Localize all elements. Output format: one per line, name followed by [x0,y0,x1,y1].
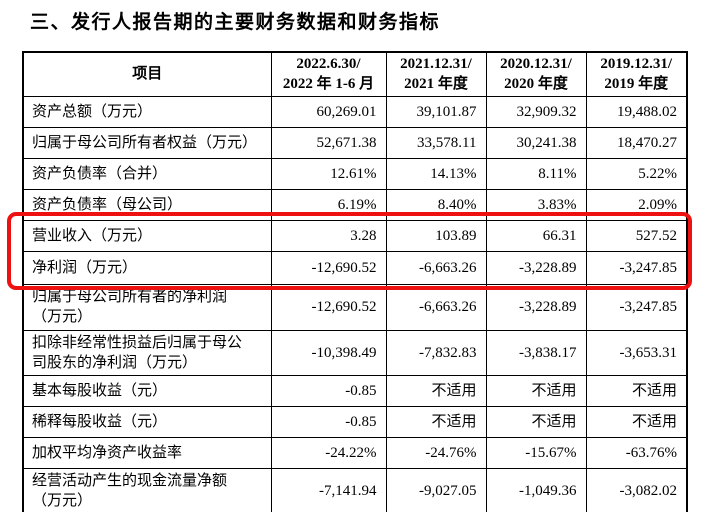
cell-value: -10,398.49 [270,329,387,376]
cell-value: -3,228.89 [485,283,587,331]
row-label: 加权平均净资产收益率 [22,436,272,469]
cell-value: 8.40% [385,188,487,221]
cell-value: -63.76% [585,436,688,469]
cell-value: 60,269.01 [270,95,387,128]
cell-value: 14.13% [385,157,487,190]
page-title: 三、发行人报告期的主要财务数据和财务指标 [30,12,441,33]
cell-value: -6,663.26 [385,283,487,331]
cell-value: -7,832.83 [385,329,487,376]
cell-value: 3.28 [270,219,387,252]
row-label: 资产负债率（合并） [22,157,272,190]
column-header-line1: 2021.12.31/ [400,56,472,73]
row-label: 归属于母公司所有者的净利润 （万元） [22,283,272,331]
row-label: 资产负债率（母公司） [22,188,272,221]
table-row-debt-ratio-parent: 资产负债率（母公司） 6.19% 8.40% 3.83% 2.09% [22,188,688,221]
column-header-line1: 2020.12.31/ [500,56,572,73]
column-header-2019: 2019.12.31/ 2019 年度 [585,51,688,97]
cell-value: -6,663.26 [385,250,487,285]
column-header-line1: 2022.6.30/ [296,56,361,73]
cell-value: 不适用 [585,374,688,407]
column-header-line2: 2022 年 1-6 月 [282,76,375,93]
cell-value: -3,247.85 [585,250,688,285]
table-row-debt-ratio-consolidated: 资产负债率（合并） 12.61% 14.13% 8.11% 5.22% [22,157,688,190]
cell-value: 3.83% [485,188,587,221]
row-label: 稀释每股收益（元） [22,405,272,438]
cell-value: 52,671.38 [270,126,387,159]
cell-value: 30,241.38 [485,126,587,159]
cell-value: 19,488.02 [585,95,688,128]
column-header-line1: 项目 [132,66,163,83]
column-header-item: 项目 [22,51,272,97]
cell-value: 39,101.87 [385,95,487,128]
cell-value: 8.11% [485,157,587,190]
column-header-line2: 2021 年度 [404,76,468,93]
cell-value: 6.19% [270,188,387,221]
column-header-line1: 2019.12.31/ [600,56,673,73]
row-label: 扣除非经常性损益后归属于母公 司股东的净利润（万元） [22,329,272,376]
column-header-line2: 2020 年度 [504,76,568,93]
cell-value: -24.76% [385,436,487,469]
table-row-net-profit: 净利润（万元） -12,690.52 -6,663.26 -3,228.89 -… [22,250,688,285]
column-header-2022: 2022.6.30/ 2022 年 1-6 月 [270,51,387,97]
table-row-total-assets: 资产总额（万元） 60,269.01 39,101.87 32,909.32 1… [22,95,688,128]
row-label: 基本每股收益（元） [22,374,272,407]
table-row-parent-equity: 归属于母公司所有者权益（万元） 52,671.38 33,578.11 30,2… [22,126,688,159]
table-header-row: 项目 2022.6.30/ 2022 年 1-6 月 2021.12.31/ 2… [22,51,688,97]
table-row-operating-revenue: 营业收入（万元） 3.28 103.89 66.31 527.52 [22,219,688,252]
cell-value: -1,049.36 [485,467,587,512]
financial-data-table: 项目 2022.6.30/ 2022 年 1-6 月 2021.12.31/ 2… [22,51,688,512]
cell-value: -7,141.94 [270,467,387,512]
cell-value: -15.67% [485,436,587,469]
cell-value: 不适用 [585,405,688,438]
row-label: 营业收入（万元） [22,219,272,252]
cell-value: -3,838.17 [485,329,587,376]
cell-value: -3,653.31 [585,329,688,376]
cell-value: 不适用 [485,405,587,438]
cell-value: 2.09% [585,188,688,221]
cell-value: -0.85 [270,374,387,407]
cell-value: 32,909.32 [485,95,587,128]
cell-value: 不适用 [485,374,587,407]
cell-value: 12.61% [270,157,387,190]
column-header-2020: 2020.12.31/ 2020 年度 [485,51,587,97]
table-row-net-profit-excl-nonrecurring: 扣除非经常性损益后归属于母公 司股东的净利润（万元） -10,398.49 -7… [22,329,688,376]
cell-value: -12,690.52 [270,283,387,331]
cell-value: 不适用 [385,405,487,438]
row-label: 资产总额（万元） [22,95,272,128]
cell-value: 5.22% [585,157,688,190]
table-row-weighted-avg-roe: 加权平均净资产收益率 -24.22% -24.76% -15.67% -63.7… [22,436,688,469]
table-row-diluted-eps: 稀释每股收益（元） -0.85 不适用 不适用 不适用 [22,405,688,438]
cell-value: 不适用 [385,374,487,407]
table-row-operating-cash-flow: 经营活动产生的现金流量净额 （万元） -7,141.94 -9,027.05 -… [22,467,688,512]
cell-value: -12,690.52 [270,250,387,285]
cell-value: 103.89 [385,219,487,252]
table-row-net-profit-to-parent: 归属于母公司所有者的净利润 （万元） -12,690.52 -6,663.26 … [22,283,688,331]
row-label: 归属于母公司所有者权益（万元） [22,126,272,159]
column-header-line2: 2019 年度 [604,76,669,93]
table-row-basic-eps: 基本每股收益（元） -0.85 不适用 不适用 不适用 [22,374,688,407]
row-label: 净利润（万元） [22,250,272,285]
cell-value: -3,082.02 [585,467,688,512]
cell-value: -24.22% [270,436,387,469]
cell-value: -9,027.05 [385,467,487,512]
cell-value: 527.52 [585,219,688,252]
row-label: 经营活动产生的现金流量净额 （万元） [22,467,272,512]
cell-value: -3,247.85 [585,283,688,331]
cell-value: 18,470.27 [585,126,688,159]
column-header-2021: 2021.12.31/ 2021 年度 [385,51,487,97]
cell-value: -3,228.89 [485,250,587,285]
cell-value: 66.31 [485,219,587,252]
cell-value: -0.85 [270,405,387,438]
cell-value: 33,578.11 [385,126,487,159]
